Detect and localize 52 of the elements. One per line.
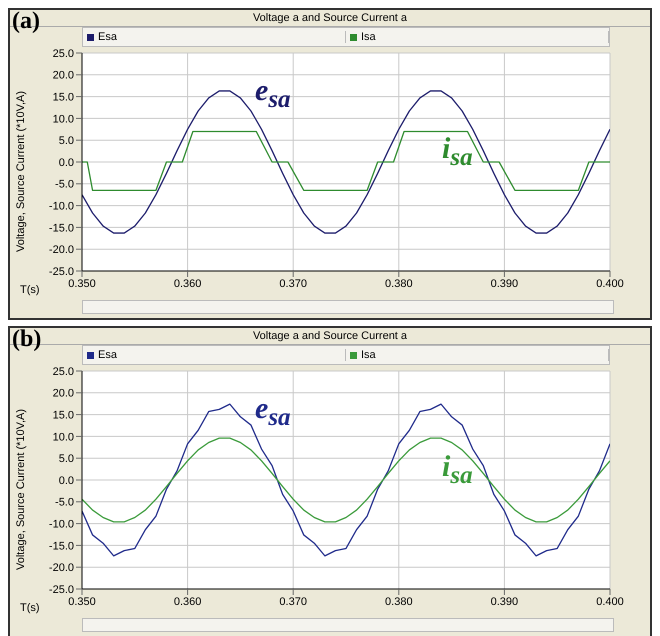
x-tick-label: 0.350 (68, 596, 96, 608)
y-tick-label: -15.0 (48, 540, 74, 552)
x-tick-label: 0.390 (490, 596, 518, 608)
y-tick-label: -5.0 (55, 496, 74, 509)
legend-label: Isa (361, 31, 376, 43)
annotation: i$_{sa}$ (442, 132, 473, 171)
x-tick-label: 0.380 (385, 278, 413, 290)
y-tick-label: 0.0 (58, 474, 74, 487)
y-tick-label: 5.0 (58, 453, 74, 466)
line-series (82, 403, 610, 557)
x-tick-label: 0.370 (279, 596, 307, 608)
y-tick-label: 20.0 (52, 70, 74, 82)
x-tick-label: 0.390 (490, 278, 518, 290)
x-tick-label: 0.400 (596, 596, 624, 608)
y-tick-label: -10.0 (48, 518, 74, 531)
x-axis-title: T(s) (20, 284, 40, 296)
y-tick-label: -20.0 (48, 562, 74, 574)
annotation: e$_{sa}$ (255, 392, 291, 431)
y-tick-label: -25.0 (48, 584, 74, 596)
y-tick-label: 10.0 (52, 113, 74, 126)
y-tick-label: -5.0 (55, 178, 74, 191)
text: (b) (12, 326, 42, 353)
y-tick-label: -10.0 (48, 200, 74, 213)
legend-label: Isa (361, 349, 376, 361)
y-tick-label: 0.0 (58, 156, 74, 169)
chart-title: Voltage a and Source Current a (252, 330, 408, 342)
y-tick-label: 10.0 (52, 431, 74, 444)
y-axis-title: Voltage, Source Current (*10V,A) (14, 408, 27, 570)
y-tick-label: -15.0 (48, 222, 74, 234)
y-tick-label: -25.0 (48, 266, 74, 278)
annotation: e$_{sa}$ (255, 74, 291, 113)
y-tick-label: 15.0 (52, 92, 74, 104)
text: (a) (12, 8, 40, 35)
x-tick-label: 0.350 (68, 278, 96, 290)
legend-label: Esa (98, 349, 117, 361)
y-tick-label: -20.0 (48, 244, 74, 256)
line-series (82, 437, 610, 523)
y-tick-label: 15.0 (52, 410, 74, 422)
y-tick-label: 5.0 (58, 135, 74, 148)
x-tick-label: 0.380 (385, 596, 413, 608)
chart-title: Voltage a and Source Current a (252, 12, 408, 24)
x-tick-label: 0.370 (279, 278, 307, 290)
y-axis-title: Voltage, Source Current (*10V,A) (14, 90, 27, 252)
x-axis-title: T(s) (20, 602, 40, 614)
annotation: i$_{sa}$ (442, 450, 473, 489)
y-tick-label: 25.0 (52, 48, 74, 60)
y-tick-label: 25.0 (52, 366, 74, 378)
y-tick-label: 20.0 (52, 388, 74, 400)
x-tick-label: 0.360 (174, 596, 202, 608)
legend-label: Esa (98, 31, 117, 43)
x-tick-label: 0.360 (174, 278, 202, 290)
x-tick-label: 0.400 (596, 278, 624, 290)
